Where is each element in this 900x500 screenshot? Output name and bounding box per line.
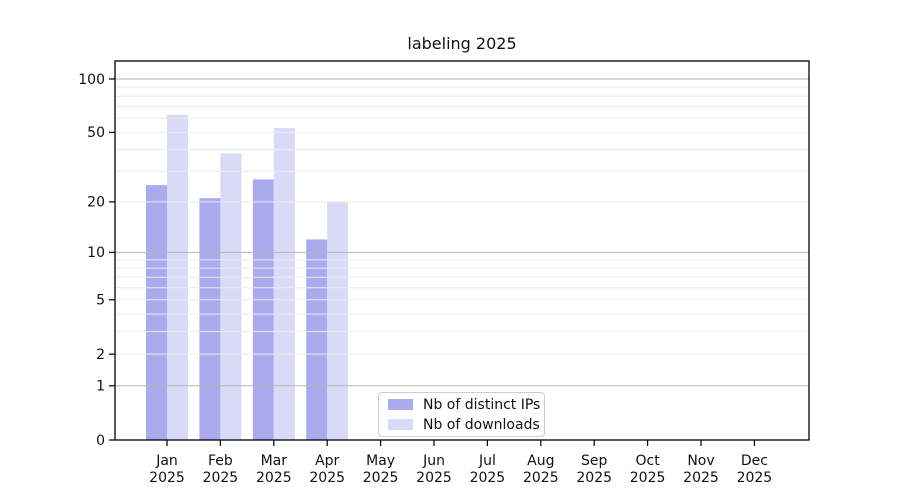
x-tick-label-year: 2025	[470, 470, 506, 486]
bar-distinct-ips-feb	[199, 198, 221, 440]
x-tick-label-month: Apr	[315, 453, 339, 469]
x-tick-label-year: 2025	[309, 470, 345, 486]
x-tick-label-year: 2025	[416, 470, 452, 486]
legend-swatch-distinct-ips	[388, 399, 413, 410]
x-tick-label-year: 2025	[683, 470, 719, 486]
legend-swatch-downloads	[388, 419, 413, 430]
x-tick-label-month: Jun	[422, 453, 445, 469]
y-tick-label: 50	[87, 125, 105, 141]
y-tick-label: 1	[96, 379, 105, 395]
legend-label-downloads: Nb of downloads	[423, 416, 540, 433]
y-tick-label: 10	[87, 245, 105, 261]
x-tick-label-year: 2025	[149, 470, 185, 486]
y-tick-label: 2	[96, 347, 105, 363]
x-tick-label-year: 2025	[203, 470, 239, 486]
bar-downloads-feb	[220, 153, 242, 440]
legend-label-distinct-ips: Nb of distinct IPs	[423, 396, 541, 413]
legend: Nb of distinct IPs Nb of downloads	[378, 392, 545, 437]
chart-title: labeling 2025	[407, 34, 517, 53]
x-tick-label-month: Jan	[155, 453, 178, 469]
y-tick-label: 5	[96, 293, 105, 309]
x-tick-label-month: Oct	[635, 453, 660, 469]
bar-distinct-ips-mar	[252, 179, 274, 440]
x-tick-label-month: Jul	[478, 453, 496, 469]
y-tick-label: 100	[78, 72, 105, 88]
x-tick-label-year: 2025	[256, 470, 292, 486]
x-tick-label-month: May	[366, 453, 395, 469]
x-tick-label-year: 2025	[576, 470, 612, 486]
bar-distinct-ips-jan	[146, 185, 167, 440]
x-tick-label-month: Sep	[581, 453, 608, 469]
x-tick-label-month: Mar	[261, 453, 288, 469]
x-tick-label-year: 2025	[523, 470, 559, 486]
legend-item-distinct-ips: Nb of distinct IPs	[388, 397, 544, 413]
legend-item-downloads: Nb of downloads	[388, 417, 544, 433]
y-tick-label: 20	[87, 195, 105, 211]
bar-distinct-ips-apr	[306, 239, 328, 440]
x-tick-label-month: Aug	[527, 453, 554, 469]
x-tick-label-month: Feb	[208, 453, 233, 469]
x-tick-label-year: 2025	[630, 470, 666, 486]
x-tick-label-month: Nov	[687, 453, 714, 469]
y-tick-label: 0	[96, 433, 105, 449]
bar-downloads-mar	[273, 128, 295, 440]
bar-downloads-apr	[327, 201, 349, 440]
x-tick-label-year: 2025	[737, 470, 773, 486]
plot-border	[114, 60, 810, 441]
x-tick-label-month: Dec	[741, 453, 768, 469]
x-tick-label-year: 2025	[363, 470, 399, 486]
